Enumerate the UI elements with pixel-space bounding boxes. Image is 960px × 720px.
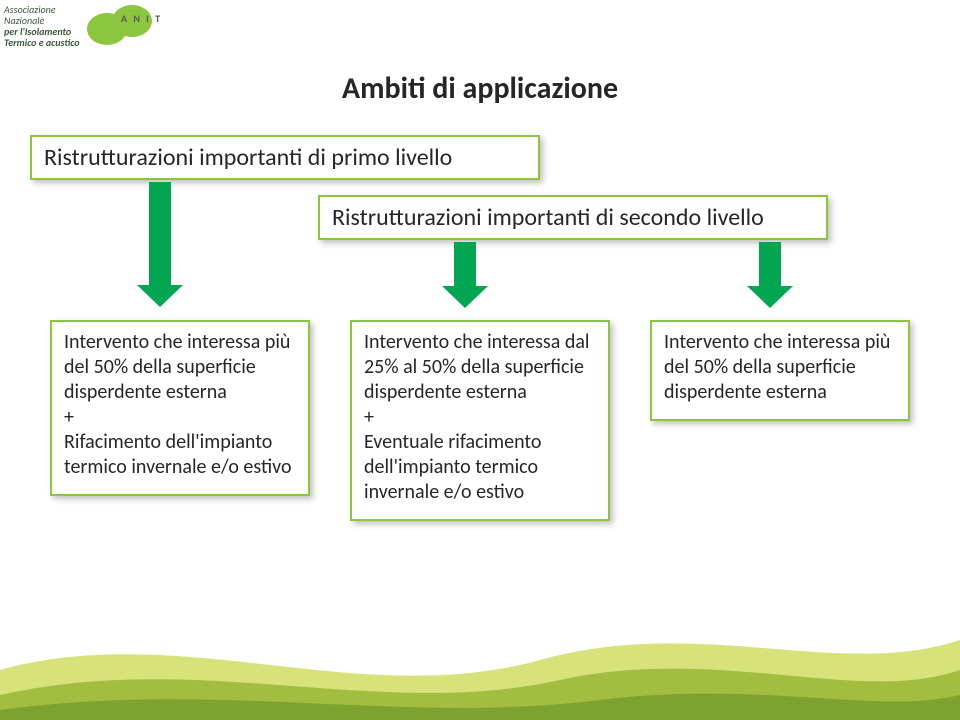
slide: Associazione Nazionale per l'Isolamento … (0, 0, 960, 720)
col-2-text: Intervento che interessa dal 25% al 50% … (364, 330, 590, 504)
bottom-wave (0, 610, 960, 720)
col-3: Intervento che interessa più del 50% del… (650, 320, 910, 421)
arrow-down-icon (442, 242, 488, 308)
col-2: Intervento che interessa dal 25% al 50% … (350, 320, 610, 521)
arrow-down-icon (137, 182, 183, 307)
col-1: Intervento che interessa più del 50% del… (50, 320, 310, 496)
col-3-text: Intervento che interessa più del 50% del… (664, 330, 890, 404)
arrow-down-icon (747, 242, 793, 308)
col-1-text: Intervento che interessa più del 50% del… (64, 330, 292, 479)
